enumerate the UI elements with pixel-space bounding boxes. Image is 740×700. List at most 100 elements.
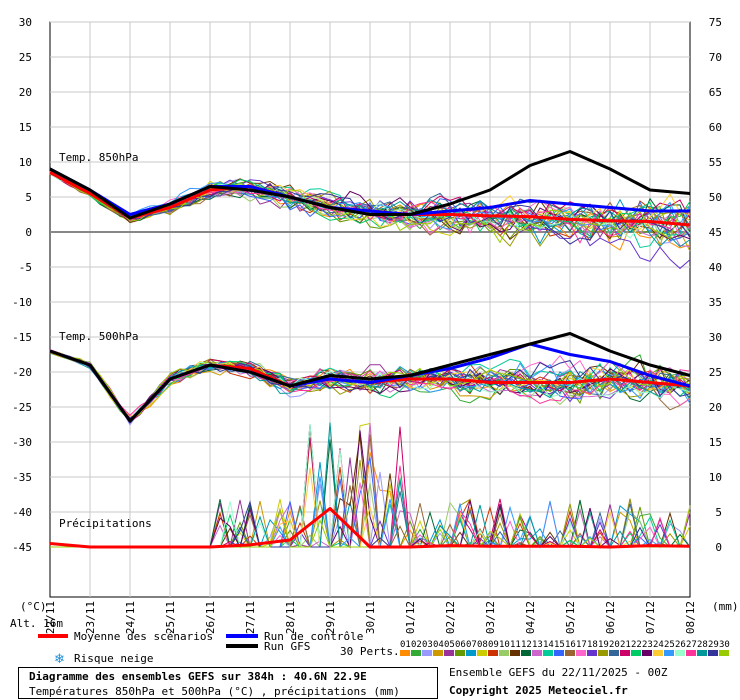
- pert-code: 01: [400, 640, 411, 650]
- pert-swatch: [521, 650, 531, 656]
- pert-code: 16: [565, 640, 576, 650]
- footer-title: Diagramme des ensembles GEFS sur 384h : …: [29, 670, 367, 683]
- pert-swatch: [400, 650, 410, 656]
- pert-swatch: [697, 650, 707, 656]
- pert-swatch: [609, 650, 619, 656]
- x-tick-label: 23/11: [84, 601, 97, 634]
- pert-code: 02: [411, 640, 422, 650]
- left-tick-label: 30: [19, 16, 32, 29]
- pert-code: 21: [620, 640, 631, 650]
- pert-code: 19: [598, 640, 609, 650]
- x-tick-label: 22/11: [44, 601, 57, 634]
- pert-swatch: [642, 650, 652, 656]
- right-tick-label: 25: [709, 366, 722, 379]
- pert-code: 30: [719, 640, 730, 650]
- x-tick-label: 25/11: [164, 601, 177, 634]
- pert-code: 04: [433, 640, 444, 650]
- right-tick-label: 10: [709, 471, 722, 484]
- left-tick-label: -5: [19, 261, 32, 274]
- x-tick-label: 03/12: [484, 601, 497, 634]
- left-tick-label: -25: [12, 401, 32, 414]
- pert-code: 10: [499, 640, 510, 650]
- annotation-t500: Temp. 500hPa: [59, 330, 138, 343]
- left-tick-label: -30: [12, 436, 32, 449]
- axis-ticks: 302520151050-5-10-15-20-25-30-35-40-4575…: [12, 16, 722, 634]
- right-tick-label: 20: [709, 401, 722, 414]
- left-tick-label: 15: [19, 121, 32, 134]
- pert-code: 29: [708, 640, 719, 650]
- x-tick-label: 30/11: [364, 601, 377, 634]
- pert-swatch: [554, 650, 564, 656]
- x-tick-label: 08/12: [684, 601, 697, 634]
- pert-swatch: [708, 650, 718, 656]
- pert-swatch: [488, 650, 498, 656]
- x-tick-label: 29/11: [324, 601, 337, 634]
- left-tick-label: 20: [19, 86, 32, 99]
- footer-box: Diagramme des ensembles GEFS sur 384h : …: [18, 667, 438, 699]
- pert-code: 11: [510, 640, 521, 650]
- pert-code: 28: [697, 640, 708, 650]
- pert-swatch: [620, 650, 630, 656]
- pert-swatches: 01 02 03 04 05 06 07 08 09 10 11 12 13 14 15 16 17 18 19 20…: [400, 640, 730, 656]
- x-tick-label: 06/12: [604, 601, 617, 634]
- pert-code: 13: [532, 640, 543, 650]
- pert-code: 06: [455, 640, 466, 650]
- snowflake-icon: ❄: [54, 652, 65, 667]
- pert-code: 22: [631, 640, 642, 650]
- x-tick-label: 07/12: [644, 601, 657, 634]
- pert-code: 26: [675, 640, 686, 650]
- right-tick-label: 70: [709, 51, 722, 64]
- pert-code: 15: [554, 640, 565, 650]
- legend-snow-label: Risque neige: [74, 652, 153, 665]
- pert-swatch: [719, 650, 729, 656]
- pert-swatch: [598, 650, 608, 656]
- left-tick-label: 25: [19, 51, 32, 64]
- pert-swatch: [433, 650, 443, 656]
- pert-swatch: [631, 650, 641, 656]
- left-tick-label: -35: [12, 471, 32, 484]
- pert-code: 07: [466, 640, 477, 650]
- left-tick-label: -10: [12, 296, 32, 309]
- pert-swatch: [576, 650, 586, 656]
- pert-swatch: [675, 650, 685, 656]
- left-tick-label: -40: [12, 506, 32, 519]
- run-date: Ensemble GEFS du 22/11/2025 - 00Z: [449, 666, 668, 679]
- pert-swatch: [653, 650, 663, 656]
- legend-perts-label: 30 Perts.: [340, 645, 400, 658]
- right-tick-label: 35: [709, 296, 722, 309]
- annotation-t850: Temp. 850hPa: [59, 151, 138, 164]
- x-tick-label: 02/12: [444, 601, 457, 634]
- pert-code: 08: [477, 640, 488, 650]
- right-tick-label: 40: [709, 261, 722, 274]
- pert-code: 23: [642, 640, 653, 650]
- series-line-t500: [49, 332, 691, 423]
- right-tick-label: 55: [709, 156, 722, 169]
- x-tick-label: 26/11: [204, 601, 217, 634]
- pert-swatch: [466, 650, 476, 656]
- right-tick-label: 30: [709, 331, 722, 344]
- chart-grid: [49, 21, 691, 598]
- x-tick-label: 28/11: [284, 601, 297, 634]
- right-tick-label: 65: [709, 86, 722, 99]
- left-tick-label: -20: [12, 366, 32, 379]
- pert-code: 25: [664, 640, 675, 650]
- pert-code: 03: [422, 640, 433, 650]
- pert-swatch: [664, 650, 674, 656]
- copyright: Copyright 2025 Meteociel.fr: [449, 684, 628, 697]
- right-tick-label: 75: [709, 16, 722, 29]
- pert-swatch: [510, 650, 520, 656]
- annotation-precip: Précipitations: [59, 517, 152, 530]
- legend-gfs-label: Run GFS: [264, 640, 310, 653]
- left-tick-label: 10: [19, 156, 32, 169]
- x-tick-label: 04/12: [524, 601, 537, 634]
- pert-code: 18: [587, 640, 598, 650]
- x-tick-label: 24/11: [124, 601, 137, 634]
- pert-swatch: [565, 650, 575, 656]
- left-tick-label: -15: [12, 331, 32, 344]
- pert-swatch: [444, 650, 454, 656]
- perturbation-line: [49, 350, 691, 421]
- x-tick-label: 05/12: [564, 601, 577, 634]
- pert-swatch: [477, 650, 487, 656]
- left-tick-label: -45: [12, 541, 32, 554]
